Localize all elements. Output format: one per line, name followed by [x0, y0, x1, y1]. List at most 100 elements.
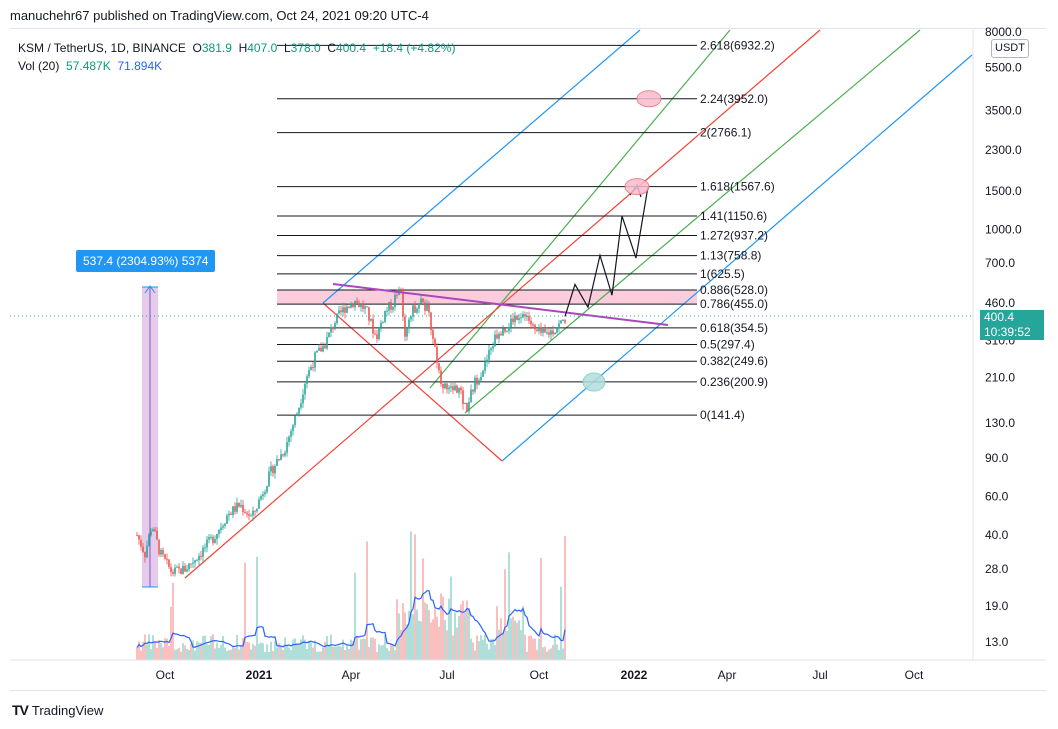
volume-bar: [500, 618, 502, 660]
candle-body: [456, 385, 458, 393]
candle-body: [416, 308, 418, 313]
volume-indicator-title[interactable]: Vol (20): [18, 59, 60, 73]
candle-body: [358, 302, 360, 308]
volume-bar: [524, 634, 526, 660]
candle-body: [314, 352, 316, 368]
candle-body: [340, 310, 342, 313]
chart-frame[interactable]: [10, 28, 1046, 691]
candle-body: [542, 328, 544, 333]
volume-bar: [210, 636, 212, 660]
price-tick-label: 460.0: [985, 296, 1015, 310]
candle-body: [458, 387, 460, 393]
volume-bar: [184, 645, 186, 660]
volume-bar: [446, 630, 448, 660]
tradingview-logo-icon[interactable]: TV: [12, 702, 29, 718]
candle-body: [486, 359, 488, 362]
candle-body: [356, 300, 358, 303]
price-tick-label: 40.0: [985, 528, 1009, 542]
volume-bar: [472, 642, 474, 660]
candle-body: [242, 504, 244, 513]
candle-body: [324, 345, 326, 349]
candle-body: [136, 535, 138, 537]
volume-bar: [426, 603, 428, 660]
volume-bar: [504, 569, 506, 660]
candle-body: [158, 539, 160, 555]
volume-bar: [282, 649, 284, 660]
candle-body: [222, 525, 224, 528]
candle-body: [244, 512, 246, 514]
volume-bar: [270, 641, 272, 660]
volume-bar: [558, 649, 560, 660]
volume-bar: [150, 649, 152, 660]
candle-body: [448, 387, 450, 390]
candle-body: [392, 306, 394, 310]
volume-bar: [274, 641, 276, 660]
time-tick-label: Jul: [812, 668, 827, 682]
volume-bar: [158, 639, 160, 660]
fib-label: 2.24(3952.0): [700, 92, 768, 106]
volume-bar: [462, 600, 464, 660]
volume-bar: [174, 649, 176, 660]
volume-bar: [432, 619, 434, 660]
candle-body: [424, 302, 426, 311]
fib-label: 1.618(1567.6): [700, 180, 775, 194]
volume-bar: [508, 552, 510, 660]
volume-bar: [362, 638, 364, 660]
volume-bar: [554, 634, 556, 660]
currency-button[interactable]: USDT: [991, 39, 1029, 58]
candle-body: [308, 370, 310, 377]
volume-bar: [564, 535, 566, 660]
volume-bar: [204, 635, 206, 660]
time-tick-label: Oct: [156, 668, 175, 682]
candle-body: [294, 415, 296, 426]
candle-body: [404, 316, 406, 337]
candle-body: [462, 390, 464, 405]
candle-body: [472, 389, 474, 392]
volume-bar: [534, 638, 536, 660]
price-tick-label: 130.0: [985, 416, 1015, 430]
candle-body: [352, 303, 354, 308]
volume-bar: [218, 647, 220, 660]
candle-body: [390, 302, 392, 310]
volume-bar: [170, 606, 172, 660]
candle-body: [544, 328, 546, 333]
footer-brand[interactable]: TradingView: [31, 702, 104, 718]
symbol-title[interactable]: KSM / TetherUS, 1D, BINANCE: [18, 41, 186, 55]
volume-bar: [182, 643, 184, 660]
candle-body: [246, 512, 248, 515]
candle-body: [168, 559, 170, 568]
volume-bar: [172, 583, 174, 660]
candlesticks: [136, 286, 566, 577]
candle-body: [212, 536, 214, 543]
candle-body: [148, 534, 150, 546]
volume-bar: [296, 643, 298, 660]
volume-bar: [394, 650, 396, 660]
candle-body: [336, 313, 338, 324]
candle-body: [480, 376, 482, 381]
candle-body: [156, 530, 158, 540]
candle-body: [484, 361, 486, 371]
candle-body: [326, 337, 328, 349]
candle-body: [550, 330, 552, 335]
volume-bar: [430, 622, 432, 660]
candle-body: [338, 310, 340, 314]
volume-bar: [528, 636, 530, 660]
channel-blue-upper: [322, 29, 641, 304]
channel-green-upper: [429, 29, 731, 389]
candle-body: [208, 537, 210, 540]
candle-body: [514, 315, 516, 323]
candle-body: [272, 466, 274, 474]
candle-body: [320, 347, 322, 352]
volume-bar: [188, 650, 190, 660]
volume-bar: [288, 647, 290, 660]
candle-body: [422, 298, 424, 303]
candle-body: [400, 290, 402, 292]
volume-bar: [356, 635, 358, 660]
bar-countdown: 10:39:52: [984, 325, 1031, 339]
publisher-line: manuchehr67 published on TradingView.com…: [10, 8, 429, 23]
price-tick-label: 19.0: [985, 599, 1009, 613]
candle-body: [402, 291, 404, 317]
volume-bar: [378, 644, 380, 660]
candle-body: [556, 328, 558, 333]
